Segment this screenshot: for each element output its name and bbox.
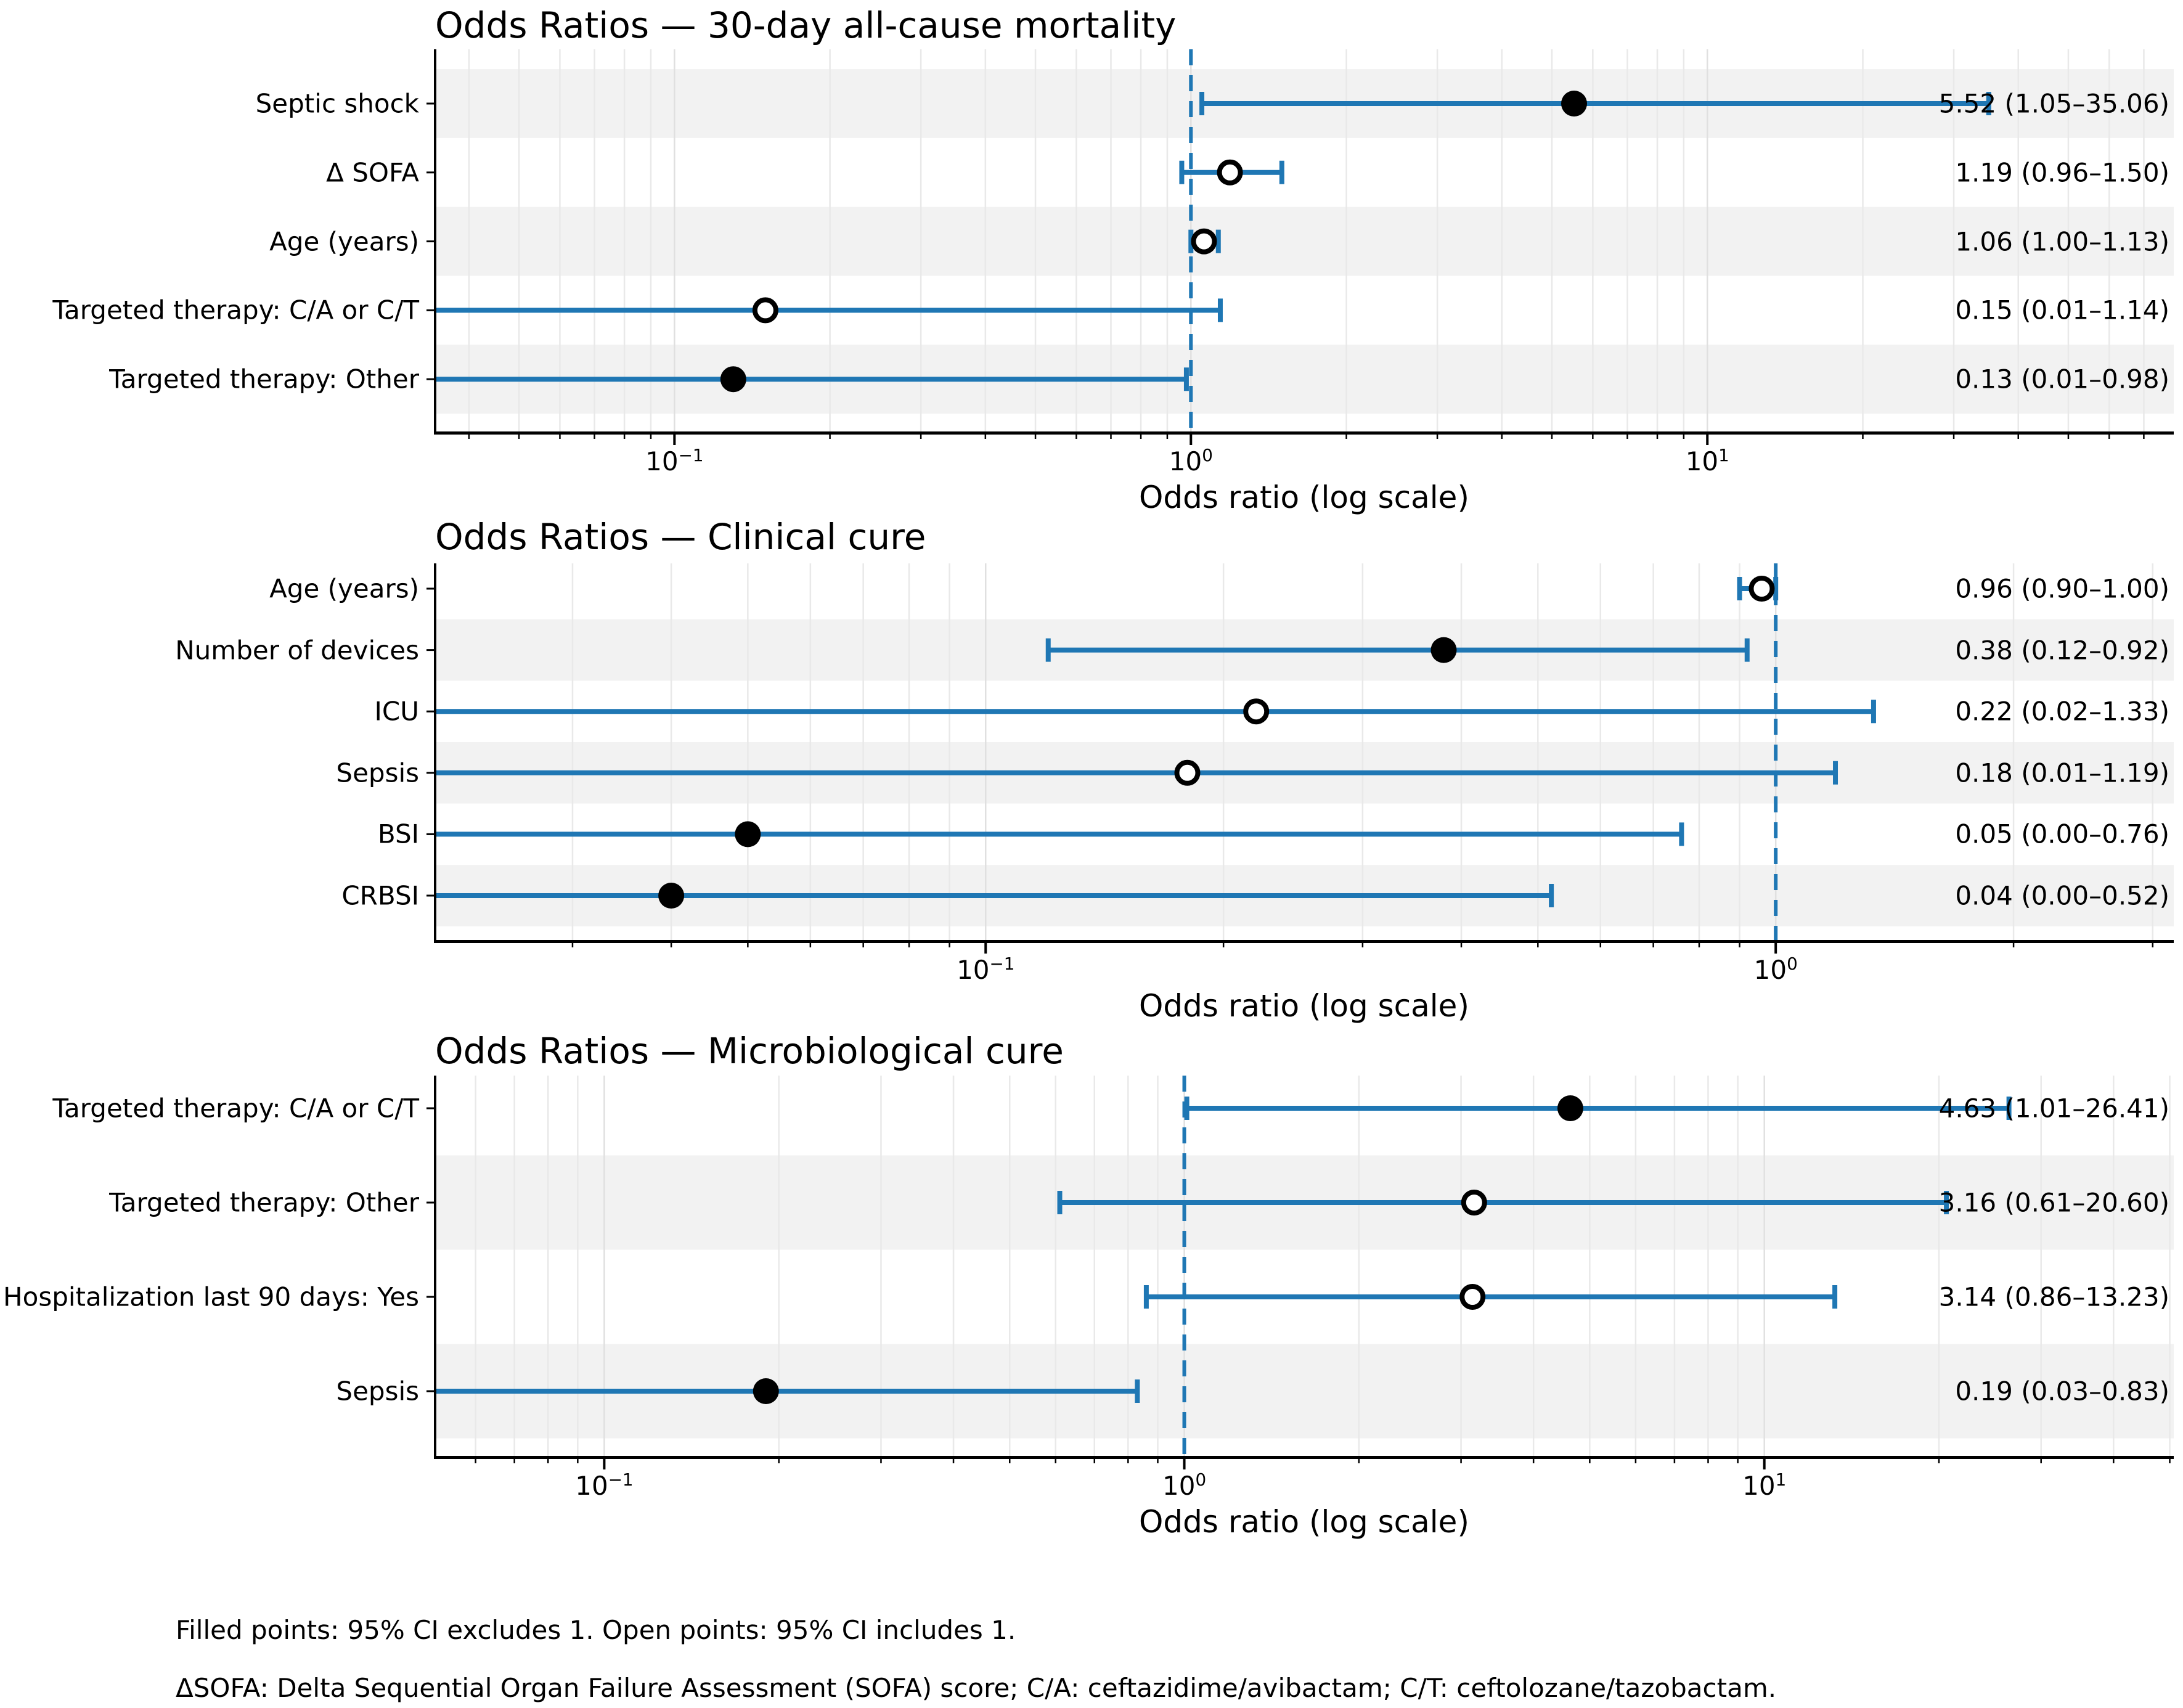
forest-row-label: Age (years) bbox=[269, 226, 419, 257]
forest-row-label: Targeted therapy: C/A or C/T bbox=[52, 295, 419, 325]
x-axis-label-plot3: Odds ratio (log scale) bbox=[1139, 1504, 1469, 1540]
plot-title-clinical-cure: Odds Ratios — Clinical cure bbox=[435, 516, 926, 558]
left-spine bbox=[434, 49, 436, 431]
forest-row-label: Targeted therapy: Other bbox=[109, 364, 419, 394]
forest-row-label: Sepsis bbox=[336, 758, 419, 788]
or-ci-value-label: 0.18 (0.01–1.19) bbox=[1955, 758, 2169, 788]
or-ci-value-label: 0.38 (0.12–0.92) bbox=[1955, 635, 2169, 666]
forest-row-label: Age (years) bbox=[269, 573, 419, 604]
point-estimate-filled bbox=[658, 883, 685, 909]
point-estimate-open bbox=[1174, 759, 1201, 786]
plot-title-mortality: Odds Ratios — 30-day all-cause mortality bbox=[435, 4, 1177, 46]
forest-row-label: CRBSI bbox=[341, 880, 419, 911]
point-estimate-filled bbox=[735, 821, 761, 848]
forest-row-label: Targeted therapy: Other bbox=[109, 1187, 419, 1218]
plot-title-microbiological-cure: Odds Ratios — Microbiological cure bbox=[435, 1030, 1064, 1072]
axis-tick-label: 10−1 bbox=[575, 1469, 634, 1501]
bottom-spine bbox=[434, 431, 2174, 435]
or-ci-value-label: 0.13 (0.01–0.98) bbox=[1955, 364, 2169, 394]
point-estimate-filled bbox=[1561, 91, 1588, 116]
forest-row-label: Septic shock bbox=[255, 88, 419, 119]
or-ci-value-label: 1.06 (1.00–1.13) bbox=[1955, 226, 2169, 257]
axis-tick-label: 100 bbox=[1169, 445, 1213, 476]
point-estimate-open bbox=[1191, 228, 1217, 255]
or-ci-value-label: 0.19 (0.03–0.83) bbox=[1955, 1376, 2169, 1407]
forest-row-label: Targeted therapy: C/A or C/T bbox=[52, 1093, 419, 1124]
left-spine bbox=[434, 563, 436, 940]
axis-tick-label: 10−1 bbox=[957, 954, 1015, 985]
point-estimate-filled bbox=[1557, 1095, 1583, 1121]
axis-tick-label: 10−1 bbox=[645, 445, 704, 476]
point-estimate-filled bbox=[1430, 637, 1457, 663]
or-ci-value-label: 3.14 (0.86–13.23) bbox=[1938, 1281, 2169, 1312]
point-estimate-open bbox=[1748, 576, 1775, 602]
or-ci-value-label: 0.96 (0.90–1.00) bbox=[1955, 573, 2169, 604]
point-estimate-filled bbox=[720, 366, 746, 393]
or-ci-value-label: 4.63 (1.01–26.41) bbox=[1938, 1093, 2169, 1124]
legend-note: Filled points: 95% CI excludes 1. Open p… bbox=[176, 1615, 1016, 1645]
x-axis-label-plot2: Odds ratio (log scale) bbox=[1139, 988, 1469, 1024]
point-estimate-filled bbox=[753, 1378, 779, 1404]
axis-tick-label: 100 bbox=[1162, 1469, 1207, 1501]
or-ci-value-label: 0.15 (0.01–1.14) bbox=[1955, 295, 2169, 325]
left-spine bbox=[434, 1076, 436, 1456]
axis-tick-label: 100 bbox=[1753, 954, 1798, 985]
axis-tick-label: 101 bbox=[1742, 1469, 1787, 1501]
or-ci-value-label: 5.52 (1.05–35.06) bbox=[1938, 88, 2169, 119]
forest-row-label: Hospitalization last 90 days: Yes bbox=[3, 1281, 419, 1312]
forest-row-label: BSI bbox=[377, 819, 419, 849]
forest-row-label: Sepsis bbox=[336, 1376, 419, 1407]
bottom-spine bbox=[434, 1456, 2174, 1459]
row-band bbox=[436, 206, 2174, 276]
point-estimate-open bbox=[1461, 1190, 1487, 1216]
or-ci-value-label: 0.05 (0.00–0.76) bbox=[1955, 819, 2169, 849]
abbreviations-note: ΔSOFA: Delta Sequential Organ Failure As… bbox=[176, 1673, 1777, 1703]
forest-row-label: ICU bbox=[374, 696, 419, 727]
x-axis-label-plot1: Odds ratio (log scale) bbox=[1139, 480, 1469, 515]
axis-tick-label: 101 bbox=[1685, 445, 1729, 476]
bottom-spine bbox=[434, 940, 2174, 943]
point-estimate-open bbox=[1217, 159, 1243, 186]
point-estimate-open bbox=[1243, 698, 1270, 725]
point-estimate-open bbox=[1459, 1284, 1486, 1310]
or-ci-value-label: 1.19 (0.96–1.50) bbox=[1955, 157, 2169, 188]
or-ci-value-label: 3.16 (0.61–20.60) bbox=[1938, 1187, 2169, 1218]
forest-row-label: Number of devices bbox=[175, 635, 419, 666]
point-estimate-open bbox=[752, 297, 778, 324]
forest-row-label: Δ SOFA bbox=[326, 157, 419, 188]
or-ci-value-label: 0.22 (0.02–1.33) bbox=[1955, 696, 2169, 727]
or-ci-value-label: 0.04 (0.00–0.52) bbox=[1955, 880, 2169, 911]
